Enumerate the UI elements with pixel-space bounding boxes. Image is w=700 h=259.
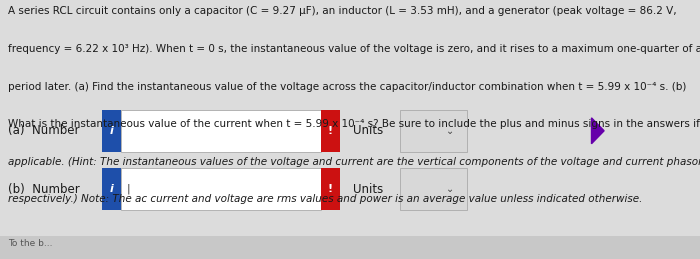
Text: applicable. (Hint: The instantaneous values of the voltage and current are the v: applicable. (Hint: The instantaneous val… <box>8 157 700 167</box>
Text: ⌄: ⌄ <box>446 126 454 136</box>
Text: !: ! <box>328 126 333 136</box>
Text: frequency = 6.22 x 10³ Hz). When t = 0 s, the instantaneous value of the voltage: frequency = 6.22 x 10³ Hz). When t = 0 s… <box>8 44 700 54</box>
Bar <box>121 168 321 210</box>
Text: Units: Units <box>353 124 383 137</box>
Text: (a)  Number: (a) Number <box>8 124 80 137</box>
Text: (b)  Number: (b) Number <box>8 183 80 196</box>
Text: Units: Units <box>353 183 383 196</box>
Text: respectively.) Note: The ac current and voltage are rms values and power is an a: respectively.) Note: The ac current and … <box>8 194 643 204</box>
Bar <box>121 110 321 152</box>
Polygon shape <box>592 118 604 144</box>
Bar <box>400 168 467 210</box>
Text: What is the instantaneous value of the current when t = 5.99 x 10⁻⁴ s? Be sure t: What is the instantaneous value of the c… <box>8 119 700 129</box>
Text: i: i <box>109 184 113 194</box>
Text: i: i <box>109 126 113 136</box>
Bar <box>0 236 700 259</box>
Text: A series RCL circuit contains only a capacitor (C = 9.27 μF), an inductor (L = 3: A series RCL circuit contains only a cap… <box>8 6 677 17</box>
Text: To the b...: To the b... <box>8 239 53 248</box>
Text: |: | <box>127 184 130 194</box>
Bar <box>400 110 467 152</box>
Bar <box>102 168 121 210</box>
Text: period later. (a) Find the instantaneous value of the voltage across the capacit: period later. (a) Find the instantaneous… <box>8 82 687 92</box>
Bar <box>321 168 340 210</box>
Text: ⌄: ⌄ <box>446 184 454 194</box>
Bar <box>321 110 340 152</box>
Bar <box>102 110 121 152</box>
Text: !: ! <box>328 184 333 194</box>
